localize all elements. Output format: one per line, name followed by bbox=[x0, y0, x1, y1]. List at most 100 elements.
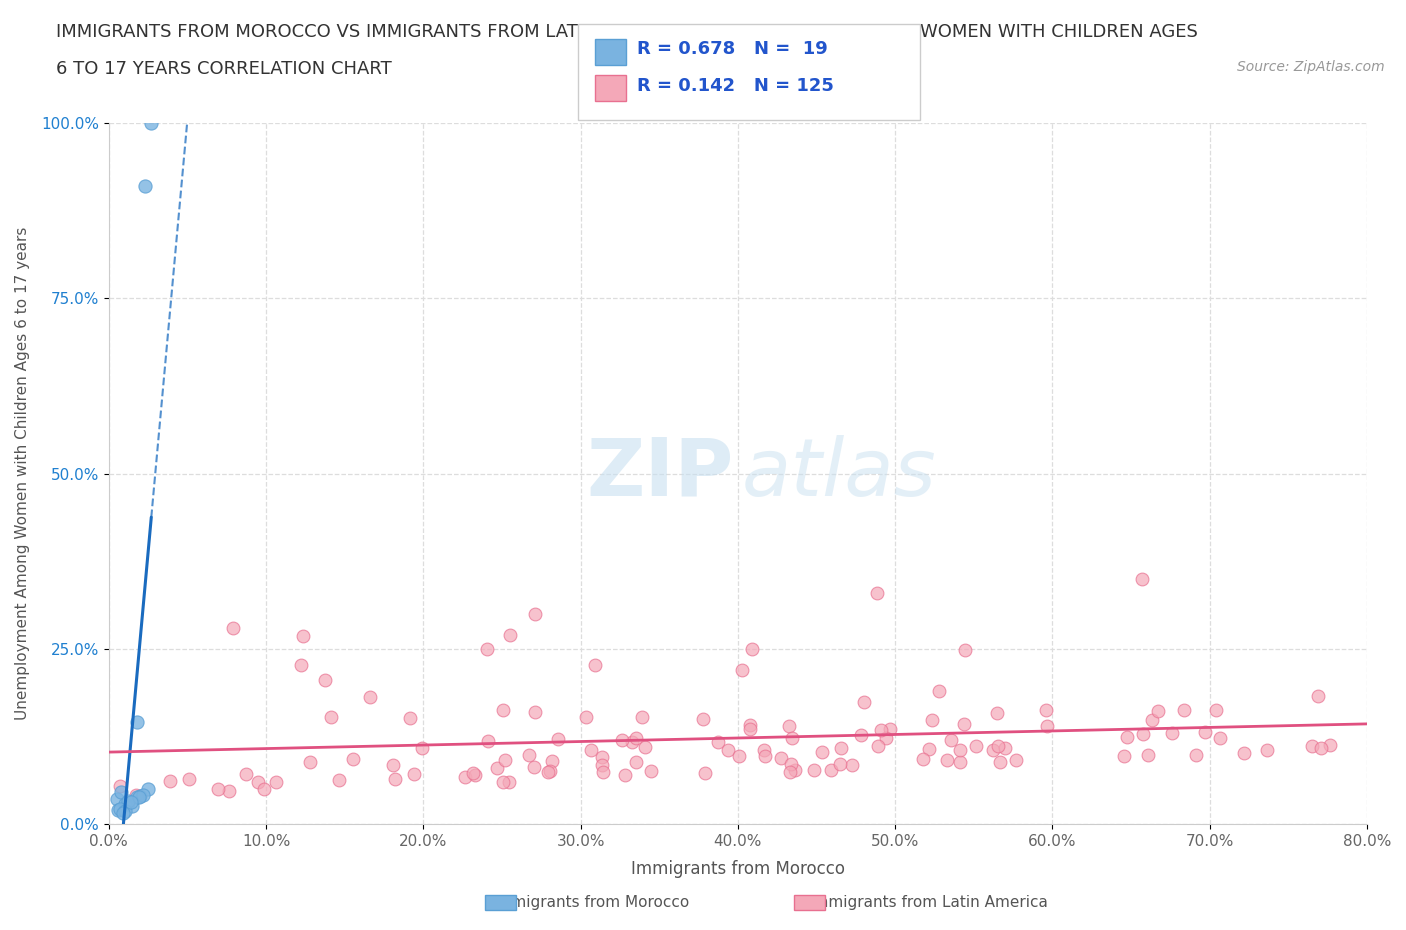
Point bbox=[695, 765, 717, 780]
Point bbox=[384, 771, 406, 786]
Point bbox=[866, 585, 889, 600]
Point bbox=[486, 760, 509, 775]
Point bbox=[127, 790, 149, 804]
Point bbox=[253, 782, 276, 797]
Point bbox=[621, 734, 644, 749]
Point bbox=[918, 741, 941, 756]
Point bbox=[1205, 703, 1227, 718]
Point bbox=[1209, 730, 1232, 745]
Point bbox=[994, 740, 1017, 755]
Point bbox=[159, 774, 181, 789]
Point bbox=[936, 752, 959, 767]
Point bbox=[1116, 729, 1139, 744]
Point bbox=[108, 778, 131, 793]
Point bbox=[454, 769, 477, 784]
Point bbox=[727, 749, 749, 764]
Point bbox=[1036, 719, 1059, 734]
Point bbox=[125, 788, 148, 803]
Point bbox=[499, 628, 522, 643]
Point bbox=[707, 734, 730, 749]
Point bbox=[117, 793, 139, 808]
Point bbox=[738, 718, 761, 733]
Point bbox=[402, 766, 425, 781]
Point bbox=[921, 712, 943, 727]
Point bbox=[537, 764, 560, 779]
Point bbox=[1173, 702, 1195, 717]
Point bbox=[523, 760, 546, 775]
Point bbox=[1132, 726, 1154, 741]
Text: Source: ZipAtlas.com: Source: ZipAtlas.com bbox=[1237, 60, 1385, 74]
Point bbox=[1306, 688, 1329, 703]
Point bbox=[852, 695, 875, 710]
Point bbox=[630, 710, 652, 724]
Point bbox=[264, 775, 287, 790]
Point bbox=[965, 738, 987, 753]
Point bbox=[780, 757, 803, 772]
Point bbox=[626, 730, 648, 745]
Point bbox=[1161, 725, 1184, 740]
Point bbox=[583, 658, 606, 672]
Point bbox=[246, 775, 269, 790]
Point bbox=[105, 792, 128, 807]
Point bbox=[868, 738, 890, 753]
Point bbox=[949, 743, 972, 758]
Point bbox=[524, 705, 547, 720]
Point bbox=[955, 643, 977, 658]
Point bbox=[114, 797, 136, 812]
Point bbox=[1147, 704, 1170, 719]
Point bbox=[870, 723, 893, 737]
Point bbox=[803, 763, 825, 777]
Point bbox=[136, 781, 159, 796]
Point bbox=[754, 742, 776, 757]
Text: atlas: atlas bbox=[741, 434, 936, 512]
Point bbox=[879, 722, 901, 737]
Point bbox=[575, 710, 598, 724]
Point bbox=[769, 751, 792, 765]
Point bbox=[1005, 753, 1028, 768]
Point bbox=[132, 787, 155, 802]
Point bbox=[207, 781, 229, 796]
Point bbox=[1319, 737, 1341, 752]
Point bbox=[121, 799, 143, 814]
Point bbox=[613, 767, 636, 782]
Point bbox=[120, 794, 142, 809]
Point bbox=[399, 711, 422, 725]
Point bbox=[1137, 748, 1160, 763]
Text: R = 0.678   N =  19: R = 0.678 N = 19 bbox=[637, 40, 828, 59]
Text: 6 TO 17 YEARS CORRELATION CHART: 6 TO 17 YEARS CORRELATION CHART bbox=[56, 60, 392, 78]
Point bbox=[128, 790, 150, 804]
Point bbox=[299, 754, 322, 769]
Point bbox=[110, 785, 132, 800]
Point bbox=[290, 658, 312, 672]
X-axis label: Immigrants from Morocco: Immigrants from Morocco bbox=[631, 860, 845, 878]
Point bbox=[986, 705, 1008, 720]
Point bbox=[134, 179, 156, 193]
Point bbox=[1194, 724, 1216, 739]
Point bbox=[987, 738, 1010, 753]
Point bbox=[107, 803, 129, 817]
Point bbox=[342, 751, 364, 766]
Point bbox=[1301, 738, 1323, 753]
Point bbox=[463, 765, 485, 780]
Point bbox=[235, 767, 257, 782]
Y-axis label: Unemployment Among Women with Children Ages 6 to 17 years: Unemployment Among Women with Children A… bbox=[15, 227, 30, 721]
Point bbox=[523, 606, 546, 621]
Point bbox=[949, 755, 972, 770]
Point bbox=[740, 722, 762, 737]
Point bbox=[841, 758, 863, 773]
Point bbox=[928, 684, 950, 698]
Point bbox=[779, 764, 801, 779]
Text: ZIP: ZIP bbox=[586, 434, 734, 512]
Text: R = 0.142   N = 125: R = 0.142 N = 125 bbox=[637, 77, 834, 96]
Point bbox=[731, 662, 754, 677]
Point bbox=[108, 801, 131, 816]
Point bbox=[810, 745, 832, 760]
Point bbox=[634, 740, 657, 755]
Point bbox=[1233, 745, 1256, 760]
Text: Immigrants from Morocco: Immigrants from Morocco bbox=[492, 895, 689, 910]
Point bbox=[117, 795, 139, 810]
Point bbox=[494, 752, 516, 767]
Point bbox=[717, 743, 740, 758]
Point bbox=[624, 754, 647, 769]
Point bbox=[292, 629, 315, 644]
